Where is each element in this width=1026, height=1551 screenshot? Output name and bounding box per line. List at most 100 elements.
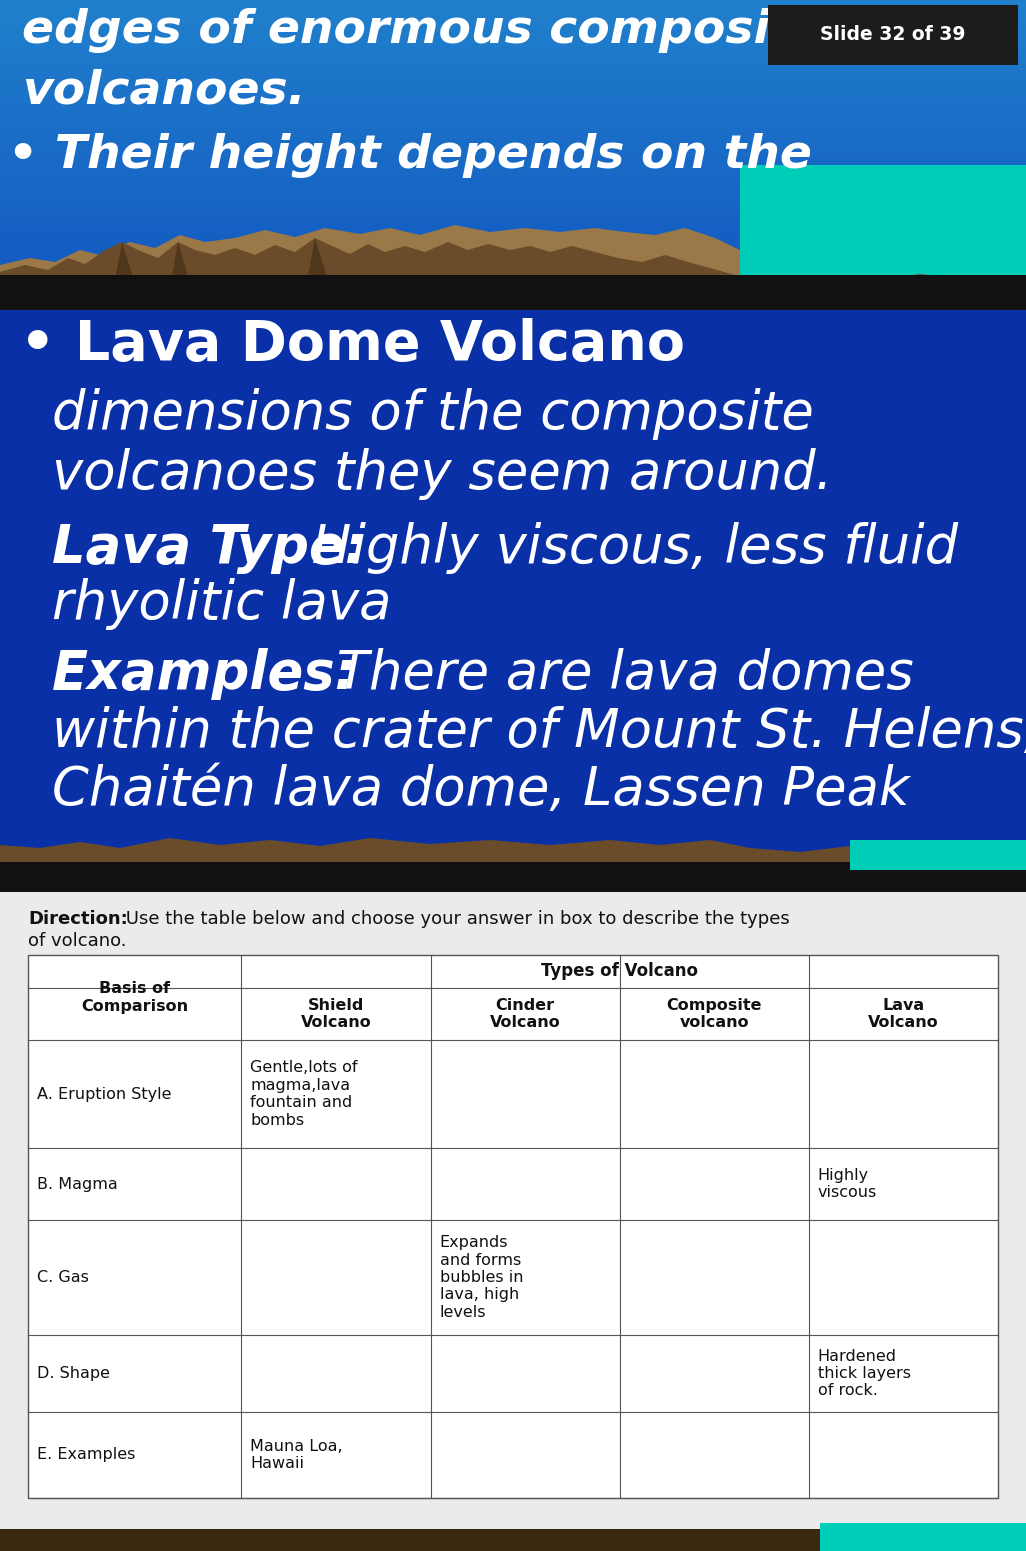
Bar [0, 774, 1026, 779]
Bar [0, 596, 1026, 600]
Bar [0, 465, 1026, 470]
Bar [0, 844, 1026, 848]
Text: D. Shape: D. Shape [37, 1366, 110, 1380]
Bar [0, 195, 1026, 200]
Bar [0, 234, 1026, 239]
Text: Gentle,lots of
magma,lava
fountain and
bombs: Gentle,lots of magma,lava fountain and b… [250, 1061, 358, 1128]
Bar [0, 530, 1026, 535]
Bar [0, 309, 1026, 313]
Text: Lava Type:: Lava Type: [52, 523, 366, 574]
Bar [0, 700, 1026, 704]
Bar [0, 261, 1026, 265]
Bar [0, 509, 1026, 513]
Polygon shape [169, 242, 192, 290]
Bar [0, 608, 1026, 613]
Bar [0, 557, 1026, 561]
Bar [0, 130, 1026, 135]
Bar [0, 347, 1026, 352]
Bar [0, 600, 1026, 605]
Bar [0, 164, 1026, 169]
Bar [0, 786, 1026, 791]
Bar [0, 622, 1026, 627]
Bar [0, 48, 1026, 53]
Bar [0, 862, 1026, 892]
Bar [0, 752, 1026, 757]
Bar [0, 369, 1026, 374]
Bar [0, 8, 1026, 12]
Bar [0, 422, 1026, 427]
Bar [0, 109, 1026, 113]
Bar [0, 26, 1026, 31]
Bar [0, 292, 1026, 296]
Bar [0, 822, 1026, 827]
Text: Composite
volcano: Composite volcano [667, 997, 762, 1030]
Bar [0, 251, 1026, 256]
Bar [0, 516, 1026, 523]
Bar [0, 1529, 1026, 1551]
Bar [0, 138, 1026, 144]
Bar [0, 178, 1026, 183]
Bar [0, 434, 1026, 439]
Bar [0, 538, 1026, 544]
Bar [0, 335, 1026, 340]
Polygon shape [0, 838, 1026, 870]
Bar [0, 704, 1026, 709]
Bar [0, 769, 1026, 774]
Polygon shape [0, 225, 1026, 290]
Bar [0, 382, 1026, 388]
Text: within the crater of Mount St. Helens,: within the crater of Mount St. Helens, [52, 706, 1026, 758]
Bar [0, 800, 1026, 805]
Bar [0, 617, 1026, 622]
Bar [0, 448, 1026, 453]
Bar [0, 644, 1026, 648]
Bar [0, 56, 1026, 60]
Bar [0, 492, 1026, 496]
Bar [0, 87, 1026, 92]
Bar [0, 51, 1026, 56]
Bar [0, 186, 1026, 191]
Bar [0, 256, 1026, 261]
Bar [0, 34, 1026, 39]
Bar [0, 473, 1026, 479]
Bar [0, 487, 1026, 492]
Bar [0, 427, 1026, 431]
Bar [0, 121, 1026, 126]
Bar [0, 203, 1026, 209]
Bar [0, 299, 1026, 304]
Bar [0, 779, 1026, 783]
Polygon shape [113, 242, 137, 290]
Bar [0, 278, 1026, 282]
Bar [0, 574, 1026, 579]
Bar [0, 275, 1026, 310]
Bar [0, 244, 1026, 248]
Bar [0, 569, 1026, 574]
Bar [0, 586, 1026, 591]
Bar [0, 65, 1026, 70]
Bar [0, 208, 1026, 212]
Bar [0, 135, 1026, 140]
Bar [0, 160, 1026, 166]
Bar [0, 29, 1026, 34]
Bar [0, 60, 1026, 65]
Bar [0, 865, 1026, 870]
Bar [0, 579, 1026, 583]
Bar [0, 222, 1026, 226]
Bar [0, 104, 1026, 109]
Bar [740, 164, 1026, 285]
Bar [0, 43, 1026, 48]
Bar [0, 543, 1026, 548]
Bar [0, 17, 1026, 22]
Bar [0, 70, 1026, 74]
Text: Cinder
Volcano: Cinder Volcano [489, 997, 560, 1030]
Text: • Their height depends on the: • Their height depends on the [8, 133, 812, 178]
Text: of volcano.: of volcano. [28, 932, 126, 951]
Bar [0, 181, 1026, 188]
Bar [0, 99, 1026, 104]
Bar [0, 830, 1026, 834]
Bar [0, 408, 1026, 413]
Bar [0, 535, 1026, 540]
Bar [0, 3, 1026, 9]
Bar [850, 841, 1026, 870]
Bar [0, 360, 1026, 366]
Bar [0, 169, 1026, 174]
